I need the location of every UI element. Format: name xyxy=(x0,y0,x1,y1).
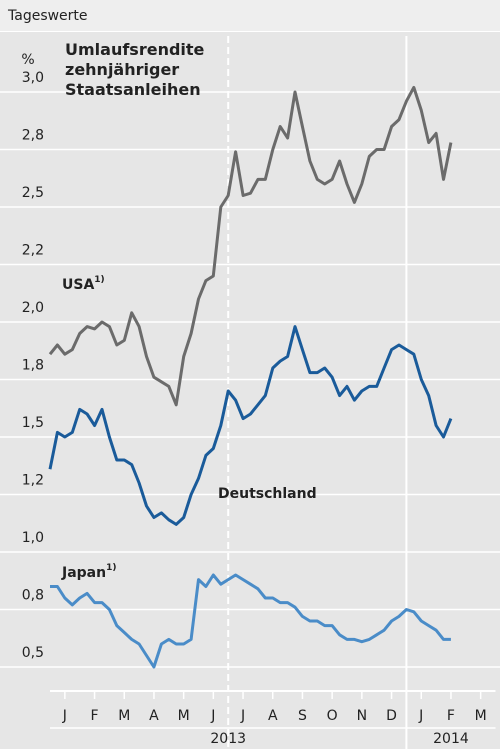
y-tick-label: 2,8 xyxy=(22,128,44,144)
x-tick-label: M xyxy=(475,708,487,724)
y-tick-label: 1,5 xyxy=(22,415,44,431)
series-note: 1) xyxy=(106,563,116,573)
series-label: Japan1) xyxy=(61,563,116,582)
x-tick-label: J xyxy=(240,708,245,724)
x-tick-label: O xyxy=(327,708,338,724)
chart-title: Umlaufsrendite zehnjähriger Staatsanleih… xyxy=(65,40,205,99)
y-tick-label: 3,0 xyxy=(22,70,44,86)
series-label: USA1) xyxy=(62,275,105,294)
x-tick-label: M xyxy=(118,708,130,724)
x-tick-label: M xyxy=(178,708,190,724)
y-tick-label: 2,5 xyxy=(22,185,44,201)
y-tick-label: 1,0 xyxy=(22,530,44,546)
x-tick-label: J xyxy=(62,708,67,724)
series-name: Japan xyxy=(61,565,106,581)
y-tick-label: 2,0 xyxy=(22,300,44,316)
y-tick-label: 2,2 xyxy=(22,243,44,259)
series-line xyxy=(50,573,451,669)
x-tick-label: F xyxy=(91,708,99,724)
series-name: Deutschland xyxy=(218,486,317,502)
y-tick-label: 1,2 xyxy=(22,473,44,489)
year-label: 2014 xyxy=(433,731,469,747)
x-tick-label: N xyxy=(357,708,367,724)
y-unit: % xyxy=(21,52,34,68)
series-line xyxy=(48,85,453,407)
series-note: 1) xyxy=(94,275,104,285)
y-tick-label: 0,5 xyxy=(22,645,44,661)
series-label: Deutschland xyxy=(218,486,317,502)
y-tick-label: 1,8 xyxy=(22,358,44,374)
year-label: 2013 xyxy=(210,731,246,747)
x-tick-label: J xyxy=(418,708,423,724)
x-tick-label: A xyxy=(149,708,159,724)
y-tick-label: 0,8 xyxy=(22,588,44,604)
header: Tageswerte xyxy=(0,0,500,32)
series-name: USA xyxy=(62,277,94,293)
x-tick-label: J xyxy=(210,708,215,724)
series-line xyxy=(48,325,453,526)
x-tick-label: F xyxy=(447,708,455,724)
x-tick-label: D xyxy=(386,708,397,724)
x-tick-label: A xyxy=(268,708,278,724)
x-tick-label: S xyxy=(298,708,307,724)
